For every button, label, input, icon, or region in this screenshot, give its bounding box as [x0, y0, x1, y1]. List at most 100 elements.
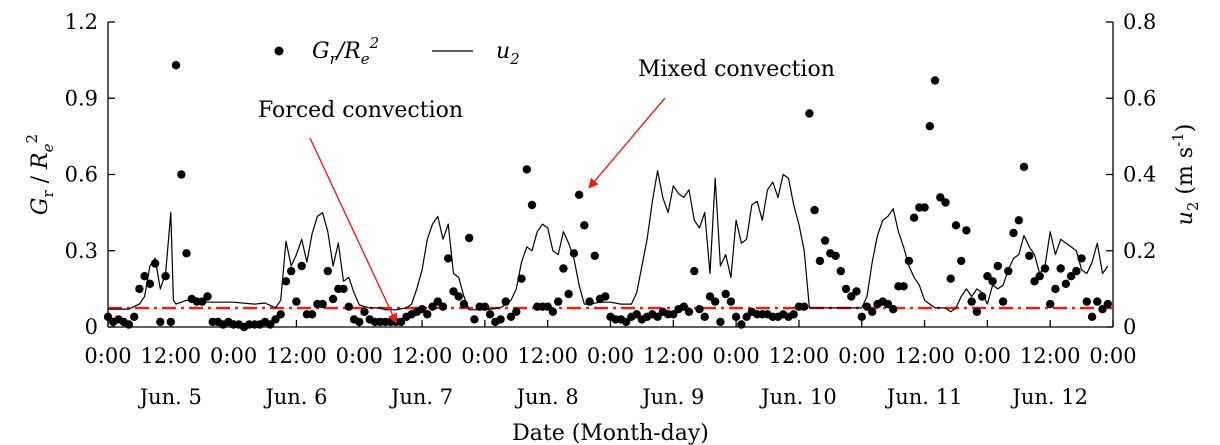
scatter-point-105: [653, 312, 662, 321]
scatter-point-162: [951, 221, 961, 230]
scatter-point-183: [1061, 279, 1071, 288]
scatter-point-168: [983, 272, 992, 281]
scatter-point-160: [941, 198, 950, 207]
scatter-point-150: [889, 305, 898, 314]
scatter-point-139: [831, 251, 840, 260]
scatter-point-9: [150, 259, 160, 268]
scatter-point-85: [548, 307, 558, 316]
scatter-point-101: [632, 310, 641, 319]
scatter-point-152: [899, 282, 908, 291]
scatter-point-141: [841, 284, 851, 294]
scatter-point-166: [972, 307, 982, 316]
right-axis-title: u2 (m s-1): [1169, 124, 1202, 226]
scatter-point-184: [1066, 272, 1076, 281]
right-tick-label-0: 0: [1123, 315, 1136, 339]
scatter-point-0: [103, 312, 113, 321]
scatter-point-6: [135, 284, 144, 294]
x-tick-label-10: 0:00: [713, 344, 760, 368]
scatter-point-176: [1025, 251, 1034, 260]
scatter-point-133: [800, 302, 809, 311]
scatter-point-69: [465, 233, 474, 243]
day-label-6: Jun. 11: [885, 385, 963, 409]
scatter-point-72: [480, 302, 490, 311]
x-tick-label-1: 12:00: [141, 344, 202, 368]
annotation-1-text: Mixed convection: [638, 57, 835, 82]
u2-line-layer: [108, 170, 1109, 313]
scatter-point-149: [883, 299, 893, 309]
scatter-point-32: [271, 315, 280, 324]
annotations: Forced convection Mixed convection: [258, 57, 835, 324]
right-tick-label-4: 0.8: [1123, 10, 1156, 34]
scatter-point-87: [559, 264, 568, 273]
left-tick-label-3: 0.9: [65, 86, 98, 110]
scatter-point-64: [438, 302, 448, 311]
scatter-point-73: [485, 310, 495, 319]
scatter-point-158: [930, 76, 940, 85]
x-tick-label-2: 0:00: [210, 344, 257, 368]
day-label-5: Jun. 10: [759, 385, 837, 409]
scatter-point-45: [339, 284, 348, 294]
scatter-point-181: [1051, 284, 1060, 294]
scatter-point-93: [590, 251, 599, 260]
u2-line: [108, 170, 1109, 313]
scatter-point-41: [318, 299, 327, 309]
scatter-point-15: [182, 249, 191, 258]
scatter-point-114: [700, 312, 709, 321]
scatter-point-146: [868, 307, 877, 316]
scatter-point-185: [1072, 266, 1081, 276]
legend: Gr/Re2 u2: [274, 34, 520, 68]
scatter-point-159: [936, 193, 945, 202]
scatter-point-115: [705, 292, 715, 301]
legend-scatter-marker: [274, 46, 284, 56]
scatter-point-42: [323, 266, 332, 276]
x-tick-label-14: 0:00: [964, 344, 1011, 368]
scatter-point-175: [1019, 162, 1029, 172]
scatter-point-117: [716, 317, 725, 327]
scatter-point-95: [601, 292, 610, 301]
scatter-point-140: [836, 266, 845, 276]
scatter-point-63: [433, 297, 442, 306]
scatter-point-186: [1077, 254, 1086, 263]
scatter-point-167: [977, 292, 987, 301]
day-label-7: Jun. 12: [1010, 385, 1088, 409]
scatter-point-153: [904, 256, 914, 266]
scatter-point-178: [1035, 272, 1044, 281]
scatter-point-39: [307, 310, 317, 319]
left-axis-title: Gr / Re2: [23, 134, 57, 215]
scatter-point-91: [580, 221, 589, 230]
right-tick-label-2: 0.4: [1123, 163, 1156, 187]
scatter-point-188: [1087, 312, 1097, 321]
scatter-point-116: [711, 297, 720, 306]
right-tick-label-1: 0.2: [1123, 239, 1156, 263]
day-label-3: Jun. 8: [515, 385, 579, 409]
scatter-point-75: [496, 315, 505, 324]
gr-re2-scatter-layer: [103, 60, 1113, 332]
scatter-point-143: [852, 287, 861, 296]
day-label-0: Jun. 5: [138, 385, 202, 409]
scatter-point-18: [198, 297, 207, 306]
scatter-point-134: [805, 109, 814, 118]
scatter-point-88: [564, 289, 573, 299]
scatter-point-144: [857, 312, 866, 321]
scatter-point-177: [1030, 277, 1039, 286]
scatter-point-79: [517, 274, 526, 283]
x-tick-label-8: 0:00: [587, 344, 634, 368]
scatter-point-81: [527, 200, 537, 210]
scatter-point-121: [737, 320, 746, 329]
left-tick-label-4: 1.2: [65, 10, 98, 34]
x-tick-label-15: 12:00: [1020, 344, 1081, 368]
left-tick-label-0: 0: [85, 315, 98, 339]
x-tick-label-11: 12:00: [769, 344, 830, 368]
legend-scatter-label: Gr/Re2: [312, 34, 379, 68]
left-axis-title-group: Gr / Re2: [23, 134, 57, 215]
scatter-point-189: [1093, 297, 1102, 306]
left-tick-label-2: 0.6: [65, 163, 98, 187]
scatter-point-10: [156, 317, 165, 327]
x-tick-label-13: 12:00: [894, 344, 955, 368]
scatter-point-5: [130, 312, 139, 321]
x-axis-title: Date (Month-day): [512, 421, 709, 445]
scatter-point-169: [988, 277, 997, 286]
scatter-point-111: [684, 307, 694, 316]
annotation-0-arrow: [309, 137, 398, 324]
scatter-point-113: [695, 305, 704, 314]
